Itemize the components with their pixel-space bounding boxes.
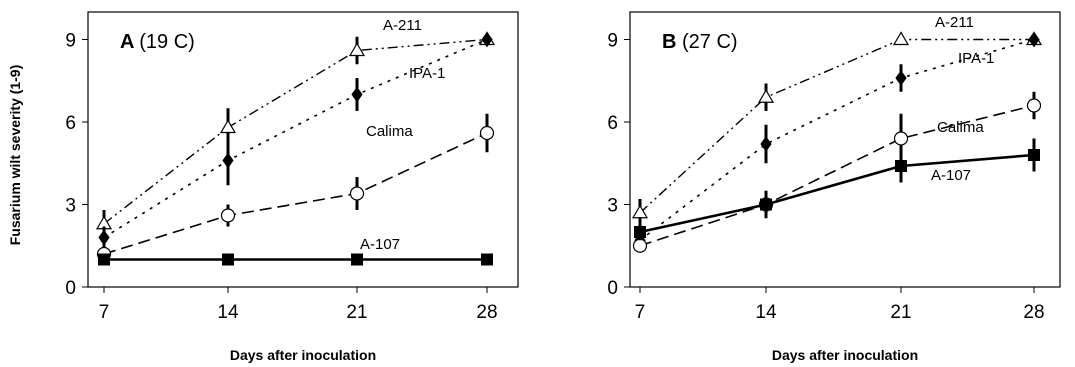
marker-a-211 — [631, 204, 649, 219]
panel-letter: A — [120, 31, 139, 53]
marker-calima — [1026, 98, 1042, 113]
marker-a-211 — [219, 119, 237, 134]
panel-letter: B — [662, 31, 682, 53]
marker-ipa-1 — [1028, 31, 1040, 48]
x-tick-label: 28 — [1023, 302, 1044, 323]
marker-a-211 — [892, 31, 910, 46]
series-line-a-211 — [639, 38, 1034, 214]
marker-a-107 — [222, 253, 234, 266]
x-axis-title: Days after inoculation — [772, 347, 918, 363]
series-line-calima — [103, 132, 488, 255]
y-tick-label: 0 — [65, 278, 76, 299]
series-label-calima: Calima — [937, 119, 984, 136]
series-label-a-107: A-107 — [931, 167, 971, 184]
marker-a-211 — [757, 89, 775, 103]
marker-ipa-1 — [222, 152, 234, 169]
x-axis-title: Days after inoculation — [230, 347, 376, 363]
marker-a-107 — [760, 198, 772, 211]
series-label-ipa-1: IPA-1 — [409, 65, 445, 82]
plot-frame — [629, 11, 1061, 288]
marker-ipa-1 — [895, 70, 907, 86]
y-tick-label: 3 — [607, 196, 618, 217]
series-label-ipa-1: IPA-1 — [958, 50, 994, 67]
y-tick-label: 3 — [65, 196, 76, 217]
x-tick-label: 14 — [217, 302, 239, 323]
series-label-a-107: A-107 — [360, 236, 400, 253]
panel-title: B (27 C) — [662, 31, 738, 53]
marker-calima — [632, 238, 648, 253]
series-label-a-211: A-211 — [935, 14, 974, 31]
x-tick-label: 21 — [890, 302, 911, 323]
series-label-a-211: A-211 — [383, 17, 422, 34]
marker-ipa-1 — [351, 86, 363, 103]
series-line-ipa-1 — [103, 38, 488, 239]
panel-condition: (27 C) — [682, 31, 738, 53]
marker-a-107 — [1028, 149, 1040, 161]
marker-calima — [893, 131, 909, 146]
y-tick-label: 9 — [65, 31, 76, 52]
panel-a: 0 3 6 9 7 14 21 28 Days after inoculation A (19 C… — [65, 11, 519, 363]
y-tick-label: 0 — [607, 278, 618, 299]
x-tick-label: 7 — [635, 302, 646, 323]
y-tick-label: 6 — [607, 113, 618, 134]
marker-a-211 — [348, 42, 366, 57]
panel-b: 0 3 6 9 7 14 21 28 Days after inoculation B (27 C… — [607, 11, 1061, 363]
marker-a-107 — [634, 226, 646, 238]
marker-calima — [349, 186, 365, 201]
marker-calima — [220, 208, 236, 223]
series-line-a-211 — [103, 38, 488, 225]
marker-ipa-1 — [98, 229, 110, 246]
marker-a-107 — [351, 253, 363, 266]
marker-a-107 — [98, 253, 110, 266]
series-line-a-107 — [639, 153, 1035, 234]
x-tick-label: 7 — [99, 302, 110, 323]
marker-a-107 — [895, 160, 907, 172]
plot-frame — [87, 11, 519, 288]
series-line-calima — [639, 104, 1035, 247]
series-label-calima: Calima — [366, 123, 413, 140]
y-tick-label: 9 — [607, 31, 618, 52]
x-tick-label: 21 — [346, 302, 367, 323]
marker-calima — [479, 125, 495, 141]
panel-title: A (19 C) — [120, 31, 195, 53]
series-line-ipa-1 — [639, 38, 1035, 241]
x-tick-label: 14 — [755, 302, 777, 323]
x-tick-label: 28 — [476, 302, 497, 323]
marker-a-107 — [481, 253, 493, 266]
panel-condition: (19 C) — [139, 31, 195, 53]
marker-ipa-1 — [760, 136, 772, 152]
marker-ipa-1 — [481, 31, 493, 48]
y-tick-label: 6 — [65, 113, 76, 134]
y-axis-title: Fusarium wilt severity (1-9) — [7, 65, 23, 246]
